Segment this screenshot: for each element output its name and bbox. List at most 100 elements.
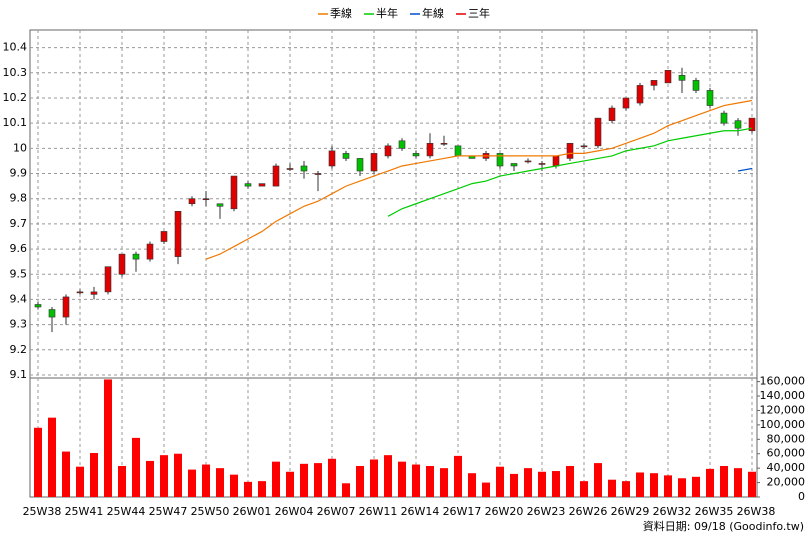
candle-body	[622, 97, 630, 109]
volume-bar	[524, 468, 532, 497]
candle-body	[272, 165, 280, 187]
volume-bar	[734, 468, 742, 497]
candle-body	[132, 253, 140, 260]
candle-body	[510, 163, 518, 167]
candle-body	[734, 120, 742, 129]
candle-body	[636, 85, 644, 104]
legend-label: 三年	[468, 6, 490, 20]
volume-bar	[440, 468, 448, 497]
y-tick-label: 9.1	[10, 368, 28, 381]
candle-body	[566, 143, 574, 159]
volume-bar	[132, 437, 140, 497]
candle-body	[608, 107, 616, 121]
y-tick-label: 9.6	[10, 242, 28, 255]
volume-bar	[482, 482, 490, 497]
x-tick-label: 26W17	[443, 505, 482, 518]
volume-bar	[678, 478, 686, 497]
volume-bar	[720, 465, 728, 497]
candle-body	[440, 143, 448, 145]
candle-body	[496, 153, 504, 167]
volume-bar	[272, 461, 280, 497]
volume-bar	[300, 463, 308, 497]
volume-bar	[160, 455, 168, 497]
volume-bar	[216, 468, 224, 497]
x-tick-label: 26W07	[317, 505, 356, 518]
y-tick-label: 10	[13, 141, 27, 154]
candle-body	[174, 211, 182, 257]
volume-bar	[510, 473, 518, 497]
volume-bar	[370, 459, 378, 497]
volume-bar	[650, 473, 658, 497]
x-tick-label: 26W38	[737, 505, 776, 518]
x-tick-label: 25W38	[23, 505, 62, 518]
candle-body	[524, 160, 532, 163]
volume-bar	[426, 465, 434, 497]
volume-bar	[594, 463, 602, 497]
legend-label: 半年	[376, 6, 398, 20]
x-tick-label: 26W29	[611, 505, 650, 518]
candle-body	[230, 175, 238, 210]
plot-frame	[29, 29, 758, 498]
candle-body	[118, 253, 126, 275]
volume-bar	[342, 483, 350, 497]
volume-bar	[258, 481, 266, 497]
volume-bar	[608, 479, 616, 497]
legend-label: 年線	[422, 6, 444, 20]
y-tick-label: 9.5	[10, 267, 28, 280]
y2-tick-label: 40,000	[767, 461, 806, 474]
candle-body	[300, 165, 308, 172]
x-tick-label: 26W14	[401, 505, 440, 518]
volume-bar	[356, 465, 364, 497]
volume-bar	[636, 472, 644, 497]
candle-body	[552, 155, 560, 167]
y-tick-label: 9.2	[10, 343, 28, 356]
volume-bar	[286, 471, 294, 497]
volume-bar	[34, 427, 42, 497]
x-tick-label: 26W04	[275, 505, 314, 518]
candle-body	[412, 153, 420, 157]
y-tick-label: 10.4	[3, 41, 28, 54]
x-tick-label: 26W20	[485, 505, 524, 518]
candle-body	[62, 296, 70, 318]
candle-body	[538, 163, 546, 165]
volume-bar	[398, 461, 406, 497]
candle-body	[580, 145, 588, 148]
volume-bar	[314, 463, 322, 497]
candle-body	[650, 80, 658, 86]
volume-bar	[566, 465, 574, 497]
y-tick-label: 9.7	[10, 217, 28, 230]
candle-body	[426, 143, 434, 157]
y2-tick-label: 140,000	[760, 389, 806, 402]
ma-line	[205, 99, 753, 260]
volume-bar	[146, 460, 154, 497]
legend-label: 季線	[330, 6, 352, 20]
ma-line	[387, 127, 753, 217]
candle-body	[216, 203, 224, 207]
y-tick-label: 9.8	[10, 192, 28, 205]
volume-bar	[622, 481, 630, 497]
x-tick-label: 26W11	[359, 505, 398, 518]
x-tick-label: 26W26	[569, 505, 608, 518]
y-tick-label: 9.3	[10, 318, 28, 331]
candle-body	[356, 158, 364, 172]
volume-bar	[538, 471, 546, 497]
candle-body	[160, 231, 168, 242]
volume-bar	[76, 466, 84, 497]
y-tick-label: 10.1	[3, 116, 28, 129]
volume-bar	[188, 469, 196, 497]
volume-bar	[62, 451, 70, 497]
candle-body	[48, 309, 56, 318]
candle-body	[706, 90, 714, 106]
y-tick-label: 10.2	[3, 91, 28, 104]
candle-body	[748, 117, 756, 132]
y-tick-label: 9.9	[10, 167, 28, 180]
candle-body	[34, 304, 42, 308]
candle-body	[454, 145, 462, 157]
x-tick-label: 26W32	[653, 505, 692, 518]
volume-bar	[230, 474, 238, 497]
volume-bar	[90, 453, 98, 497]
x-tick-label: 25W44	[107, 505, 146, 518]
candle-body	[314, 173, 322, 175]
